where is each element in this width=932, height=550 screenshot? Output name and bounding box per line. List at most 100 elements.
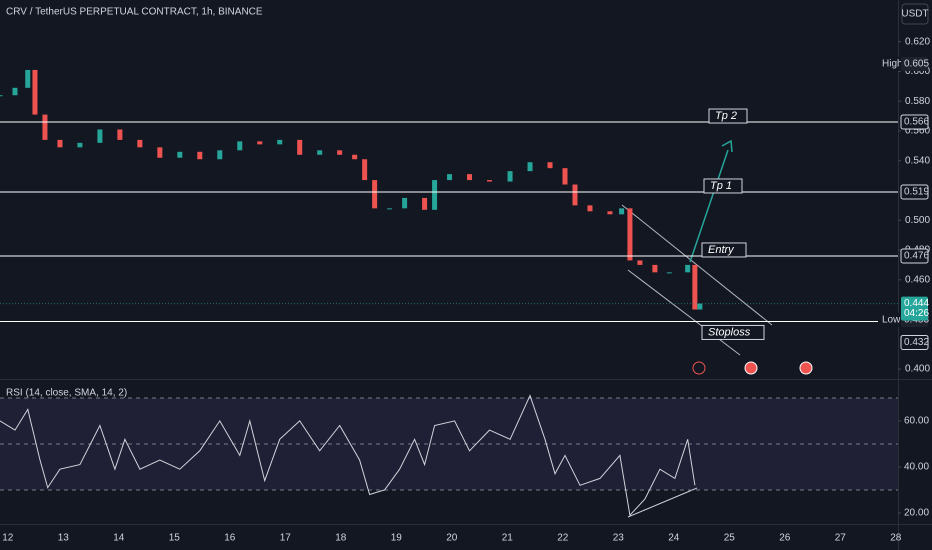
event-icon[interactable] xyxy=(799,361,813,375)
level-price: 0.519 xyxy=(904,187,929,198)
x-tick-label: 22 xyxy=(557,533,569,544)
y-tick-label: 20.00 xyxy=(904,508,929,519)
y-tick-label: 0.540 xyxy=(905,155,930,166)
candle-body xyxy=(619,208,625,215)
level-price: 0.476 xyxy=(904,251,929,262)
y-tick-label: 0.460 xyxy=(905,274,930,285)
level-label: Tp 1 xyxy=(710,180,732,192)
candle-body xyxy=(277,139,283,145)
candle-body xyxy=(57,139,63,148)
level-price-box xyxy=(900,114,929,130)
candle-body xyxy=(217,150,223,160)
candle-body xyxy=(572,184,578,206)
x-tick-label: 12 xyxy=(2,533,14,544)
candle-body xyxy=(652,264,658,273)
candle-body xyxy=(402,197,408,209)
y-tick-label: 0.620 xyxy=(905,36,930,47)
x-tick-label: 24 xyxy=(668,533,680,544)
candle-body xyxy=(197,151,203,160)
candle-body xyxy=(32,69,38,115)
candle-body xyxy=(237,141,243,151)
candle-body xyxy=(587,205,593,212)
x-tick-label: 13 xyxy=(58,533,70,544)
level-price-box xyxy=(900,334,929,350)
candle-body xyxy=(697,303,703,310)
currency-label[interactable]: USDT xyxy=(901,9,928,20)
candle-body xyxy=(527,162,533,172)
level-label: Entry xyxy=(708,244,735,256)
x-tick-label: 21 xyxy=(502,533,514,544)
last-price: 0.444 xyxy=(904,298,929,309)
channel-line xyxy=(627,269,741,356)
candle-body xyxy=(25,69,31,88)
candle-body xyxy=(487,180,493,182)
candle-body xyxy=(507,171,513,182)
x-tick-label: 14 xyxy=(113,533,125,544)
candle-body xyxy=(627,208,633,261)
event-icon[interactable] xyxy=(744,361,758,375)
x-tick-label: 16 xyxy=(224,533,236,544)
candle-body xyxy=(0,95,3,97)
level-price: 0.432 xyxy=(904,337,929,348)
y-tick-label: 40.00 xyxy=(904,462,929,473)
x-tick-label: 19 xyxy=(391,533,403,544)
low-label-box xyxy=(878,312,900,327)
candle-body xyxy=(177,151,183,158)
x-tick-label: 28 xyxy=(890,533,902,544)
arrow-head xyxy=(721,139,733,153)
level-price: 0.566 xyxy=(904,117,929,128)
candle-body xyxy=(607,211,613,215)
y-tick-label: 0.600 xyxy=(905,66,930,77)
candle-body xyxy=(97,129,103,143)
candle-body xyxy=(372,180,378,209)
y-tick-label: 0.560 xyxy=(905,126,930,137)
level-label-box xyxy=(701,324,765,340)
chart-title: CRV / TetherUS PERPETUAL CONTRACT, 1h, B… xyxy=(6,7,263,18)
currency-button-box[interactable] xyxy=(901,3,929,25)
candle-body xyxy=(637,260,643,265)
candle-body xyxy=(387,208,393,210)
event-icon[interactable] xyxy=(692,361,706,375)
rsi-trendline xyxy=(627,487,698,518)
candle-body xyxy=(42,114,48,140)
candle-body xyxy=(685,264,691,273)
candle-body xyxy=(447,174,453,181)
countdown: 04:26 xyxy=(904,308,929,319)
level-label-box xyxy=(701,242,747,258)
candle-body xyxy=(547,162,553,169)
currency-button[interactable]: USDT xyxy=(901,3,929,25)
y-tick-label: 0.580 xyxy=(905,96,930,107)
x-tick-label: 27 xyxy=(835,533,847,544)
candle-body xyxy=(137,139,143,148)
x-tick-label: 15 xyxy=(169,533,181,544)
candle-body xyxy=(422,197,428,210)
low-label: Low xyxy=(882,315,901,326)
level-price-box xyxy=(900,248,929,264)
candle-body xyxy=(12,87,18,96)
candle-body xyxy=(157,147,163,158)
candle-body xyxy=(337,150,343,155)
level-label: Tp 2 xyxy=(715,110,737,122)
x-tick-label: 18 xyxy=(335,533,347,544)
y-tick-label: 60.00 xyxy=(904,416,929,427)
high-label: High xyxy=(882,59,903,70)
candle-body xyxy=(117,129,123,140)
candle-body xyxy=(562,168,568,185)
candle-body xyxy=(77,142,83,148)
candle-body xyxy=(352,154,358,160)
rsi-line xyxy=(0,394,696,517)
x-tick-label: 23 xyxy=(613,533,625,544)
level-price-box xyxy=(900,184,929,200)
level-label: Stoploss xyxy=(708,326,751,338)
candle-body xyxy=(432,180,438,210)
level-label-box xyxy=(703,178,743,194)
target-arrow xyxy=(689,149,729,263)
high-label-box xyxy=(878,56,900,71)
candle-body xyxy=(317,150,323,155)
rsi-title: RSI (14, close, SMA, 14, 2) xyxy=(6,388,127,399)
level-label-box xyxy=(708,108,748,124)
y-tick-label: 0.500 xyxy=(905,215,930,226)
candle-body xyxy=(666,272,672,274)
